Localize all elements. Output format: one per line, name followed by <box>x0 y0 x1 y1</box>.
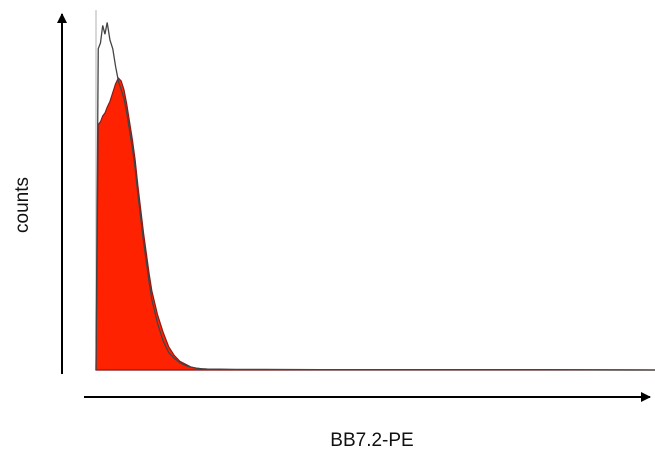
outline-histogram-series <box>95 22 655 371</box>
y-axis-label: counts <box>12 177 33 233</box>
x-axis-label: BB7.2-PE <box>330 430 413 451</box>
series-layer <box>95 22 655 371</box>
filled-histogram-series <box>95 76 655 371</box>
